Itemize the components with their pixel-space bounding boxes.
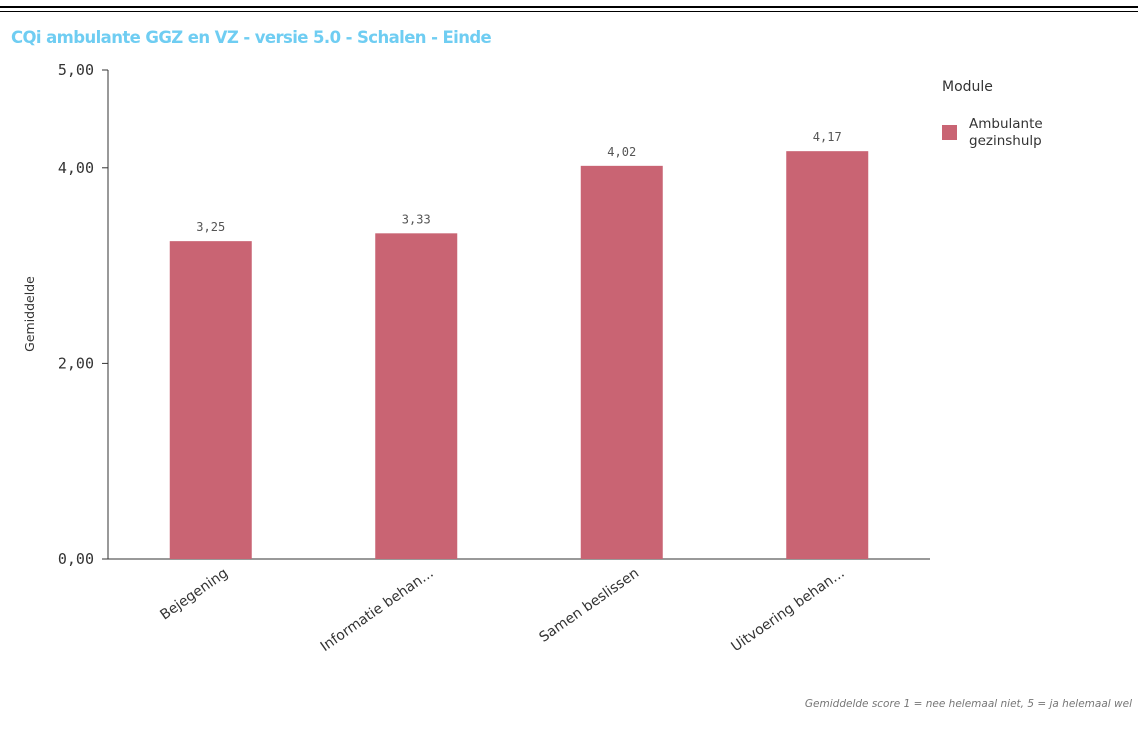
bar-value-label: 4,02 [607,145,636,159]
x-tick-label: Samen beslissen [536,565,642,646]
y-tick-label: 4,00 [58,159,94,177]
top-rule-thin [0,11,1138,12]
legend-title: Module [942,79,993,95]
y-tick-label: 0,00 [58,550,94,568]
y-tick-label: 2,00 [58,354,94,372]
bar[interactable] [580,165,663,559]
x-tick-label: Bejegening [157,565,231,623]
bar[interactable] [786,151,869,559]
bar-value-label: 4,17 [813,130,842,144]
footnote: Gemiddelde score 1 = nee helemaal niet, … [804,698,1132,710]
bar-value-label: 3,25 [196,220,225,234]
legend-swatch[interactable] [942,125,957,140]
y-tick-label: 5,00 [58,61,94,79]
top-rule [0,6,1138,8]
legend-label[interactable]: Ambulante gezinshulp [969,116,1043,149]
y-axis-label: Gemiddelde [22,276,37,352]
x-tick-label: Uitvoering behan... [728,565,847,655]
bar-value-label: 3,33 [402,212,431,226]
bar[interactable] [375,233,458,560]
chart-title: CQi ambulante GGZ en VZ - versie 5.0 - S… [11,28,492,47]
x-tick-label: Informatie behan... [318,565,437,655]
bar[interactable] [169,241,252,559]
